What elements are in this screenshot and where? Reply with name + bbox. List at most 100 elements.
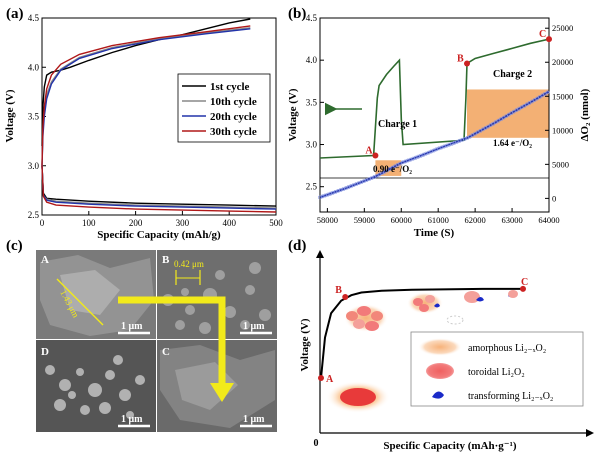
sem-particle bbox=[88, 383, 102, 397]
panel-b-frame bbox=[319, 17, 550, 213]
legend-toroidal-label: toroidal Li₂O₂ bbox=[468, 367, 525, 378]
o2-point bbox=[449, 141, 454, 146]
voltage-line bbox=[319, 38, 550, 159]
panel-b-y2label: ΔO₂ (nmol) bbox=[579, 88, 591, 141]
panel-a: (a) 0 100 200 300 400 500 2.5 3.0 3.5 4.0 4.5 Volt… bbox=[4, 6, 283, 241]
y2-tick-label: 15000 bbox=[552, 91, 573, 101]
sem-particle bbox=[181, 288, 189, 296]
series-line bbox=[41, 25, 251, 166]
x-tick-label: 100 bbox=[82, 218, 96, 228]
sem-particle bbox=[68, 391, 76, 399]
cluster-c-toroid bbox=[508, 290, 518, 298]
sem-particle bbox=[259, 309, 271, 321]
legend-amorphous-label: amorphous Li₂₋ₓO₂ bbox=[468, 343, 546, 354]
marker-point bbox=[464, 60, 471, 67]
marker-label: B bbox=[335, 285, 342, 296]
cluster-right-toroid bbox=[464, 291, 480, 303]
o2-point bbox=[328, 191, 333, 196]
cluster-mid-toroid bbox=[419, 304, 429, 312]
panel-d-legend: amorphous Li₂₋ₓO₂ toroidal Li₂O₂ transfo… bbox=[410, 331, 584, 407]
legend-label-20th: 20th cycle bbox=[210, 111, 257, 123]
cluster-mid-toroid bbox=[425, 295, 435, 303]
panel-d-x-arrow bbox=[586, 429, 594, 437]
marker-point bbox=[520, 285, 526, 292]
legend-label-10th: 10th cycle bbox=[210, 96, 257, 108]
o2-point bbox=[411, 156, 416, 161]
sem-particle bbox=[245, 285, 255, 295]
sem-particle bbox=[54, 399, 66, 411]
y-tick-label: 4.5 bbox=[28, 13, 40, 23]
series-line bbox=[41, 165, 277, 209]
panel-d-label: (d) bbox=[288, 238, 306, 254]
legend-label-30th: 30th cycle bbox=[210, 126, 257, 138]
sem-particle bbox=[76, 368, 84, 376]
particle-cluster-right bbox=[464, 290, 518, 303]
o2-point bbox=[545, 90, 550, 95]
panel-d-xlabel: Specific Capacity (mAh·g⁻¹) bbox=[383, 440, 516, 452]
panel-b-axes: 58000 59000 60000 61000 62000 63000 64000 2.5 3.… bbox=[306, 13, 574, 225]
sem-particle bbox=[135, 375, 145, 385]
y2-tick-label: 0 bbox=[552, 193, 556, 203]
panel-a-legend: 1st cycle 10th cycle 20th cycle 30th cyc… bbox=[177, 73, 271, 143]
series-line bbox=[41, 165, 277, 207]
measure-line-a bbox=[56, 278, 104, 326]
marker-label: B bbox=[457, 54, 464, 65]
x-tick-label: 64000 bbox=[538, 215, 559, 225]
o2-point bbox=[362, 179, 366, 184]
shade-1-label: 0.90 e⁻/O₂ bbox=[373, 164, 412, 174]
panel-b-ylabel: Voltage (V) bbox=[287, 88, 299, 141]
panel-b-label: (b) bbox=[288, 6, 306, 22]
sem-grain-a bbox=[60, 270, 120, 315]
cluster-mid-toroid bbox=[413, 298, 423, 306]
y-tick-label: 4.5 bbox=[306, 13, 318, 23]
cluster-b-toroid bbox=[365, 321, 379, 331]
y2-tick-label: 25000 bbox=[552, 23, 573, 33]
scale-label-b: 1 μm bbox=[243, 321, 265, 332]
panel-b-plot-area bbox=[318, 38, 550, 200]
x-tick-label: 500 bbox=[269, 218, 283, 228]
panel-c-label: (c) bbox=[6, 238, 23, 254]
sem-particle bbox=[249, 262, 261, 274]
sem-particle bbox=[113, 355, 123, 365]
panel-b: (b) 58000 59000 60000 61000 62000 63000 64000 2… bbox=[287, 6, 591, 239]
sem-particle bbox=[59, 379, 71, 391]
scale-label-a: 1 μm bbox=[121, 321, 143, 332]
sem-tag-c: C bbox=[162, 346, 170, 358]
sem-particle bbox=[99, 402, 111, 414]
y-tick-label: 3.5 bbox=[28, 112, 40, 122]
y2-tick-label: 5000 bbox=[552, 159, 569, 169]
legend-transforming-label: transforming Li₂₋ₓO₂ bbox=[468, 391, 553, 402]
cluster-mid-transforming bbox=[434, 303, 440, 308]
panel-b-xlabel: Time (S) bbox=[414, 227, 455, 239]
sem-particle bbox=[175, 320, 185, 330]
sem-image-a: 1.43 μm A 1 μm bbox=[36, 250, 156, 339]
sem-texture-d bbox=[45, 355, 145, 419]
panel-a-ylabel: Voltage (V) bbox=[4, 89, 16, 142]
x-tick-label: 62000 bbox=[465, 215, 486, 225]
marker-point bbox=[342, 294, 349, 300]
y-tick-label: 2.5 bbox=[28, 210, 40, 220]
marker-label: C bbox=[539, 29, 546, 40]
y-tick-label: 4.0 bbox=[28, 62, 40, 72]
panel-d-origin: 0 bbox=[314, 438, 319, 449]
process-arrow-path bbox=[118, 296, 226, 385]
x-tick-label: 400 bbox=[222, 218, 236, 228]
particle-cluster-mid bbox=[407, 292, 443, 314]
panel-d-plot-area bbox=[320, 287, 523, 379]
x-tick-label: 59000 bbox=[354, 215, 375, 225]
sem-particle bbox=[119, 389, 131, 401]
legend-label-1st: 1st cycle bbox=[210, 81, 250, 93]
process-arrow bbox=[118, 296, 234, 402]
o2-point bbox=[336, 188, 341, 193]
sem-image-d: D 1 μm bbox=[36, 340, 156, 432]
panel-a-xlabel: Specific Capacity (mAh/g) bbox=[97, 229, 221, 241]
panel-d-markers: A B C bbox=[318, 277, 528, 385]
x-tick-label: 200 bbox=[129, 218, 143, 228]
o2-point bbox=[330, 190, 335, 195]
cluster-right-transforming bbox=[476, 297, 484, 302]
charge-2-label: Charge 2 bbox=[493, 69, 532, 80]
series-line bbox=[41, 165, 277, 213]
o2-point bbox=[442, 144, 447, 149]
x-tick-label: 61000 bbox=[428, 215, 449, 225]
